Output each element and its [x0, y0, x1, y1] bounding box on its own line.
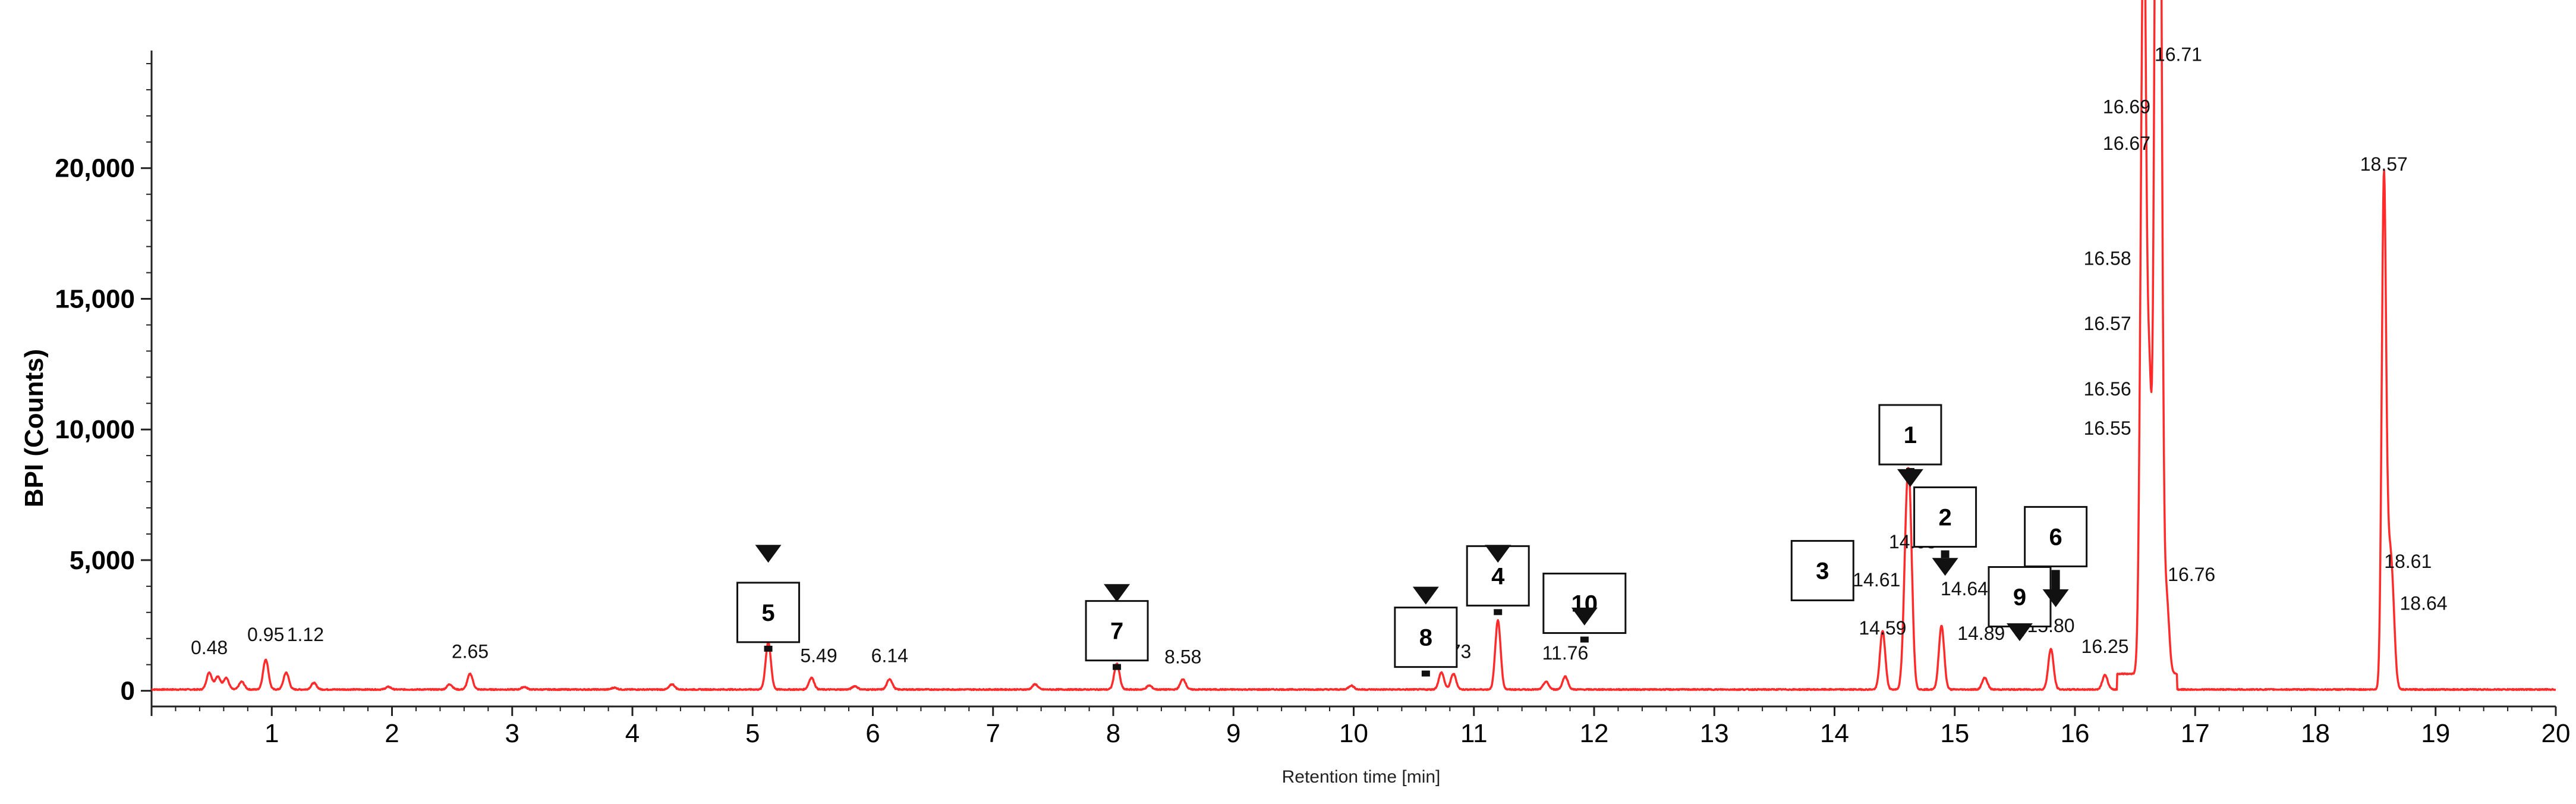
- marker-box: [1394, 607, 1458, 668]
- marker-number: 6: [2049, 524, 2062, 550]
- x-tick-label: 9: [1226, 719, 1240, 748]
- x-tick-label: 3: [505, 719, 519, 748]
- peak-label: 16.76: [2168, 564, 2215, 585]
- arrow-shaft: [2051, 570, 2060, 590]
- marker-number: 7: [1110, 618, 1123, 645]
- x-tick-label: 14: [1820, 719, 1849, 748]
- axes: [150, 51, 2556, 708]
- y-tick-label: 20,000: [55, 154, 135, 183]
- arrow-head: [2006, 623, 2033, 642]
- peak-label: 14.64: [1941, 578, 1988, 599]
- x-tick-label: 7: [986, 719, 1000, 748]
- peak-label: 16.58: [2084, 247, 2131, 269]
- marker-number: 9: [2013, 584, 2026, 610]
- peak-label: 16.57: [2084, 313, 2131, 334]
- peak-label: 16.56: [2084, 378, 2131, 400]
- x-axis-title: Retention time [min]: [1282, 767, 1441, 787]
- x-tick-label: 15: [1940, 719, 1969, 748]
- y-axis-title: BPI (Counts): [20, 349, 49, 507]
- peak-label: 6.14: [871, 645, 908, 666]
- trace: [151, 0, 2556, 692]
- arrow-head: [2042, 589, 2069, 608]
- peak-label: 16.69: [2103, 96, 2150, 117]
- x-tick-label: 11: [1460, 719, 1488, 748]
- peak-label: 5.49: [800, 645, 837, 666]
- marker-box: [736, 582, 801, 643]
- arrow-head: [1412, 586, 1439, 605]
- x-tick-label: 17: [2181, 719, 2210, 748]
- peak-label: 1.12: [287, 624, 324, 645]
- peak-label: 8.58: [1164, 646, 1201, 667]
- marker-box: [1913, 486, 1977, 548]
- peak-label: 11.76: [1542, 642, 1589, 664]
- series-line: [151, 0, 2556, 692]
- x-tick-label: 18: [2301, 719, 2330, 748]
- marker-number: 2: [1938, 504, 1951, 530]
- x-tick-label: 10: [1339, 719, 1368, 748]
- peak-labels: 0.480.951.122.655.135.496.148.038.5810.7…: [191, 44, 2448, 668]
- peak-label: 0.48: [191, 637, 228, 658]
- peak-label: 18.64: [2399, 592, 2447, 614]
- x-tick-label: 16: [2061, 719, 2090, 748]
- peak-label: 14.61: [1853, 569, 1900, 591]
- x-tick-label: 6: [865, 719, 880, 748]
- arrow-head: [1104, 584, 1130, 602]
- arrow-head: [1571, 607, 1598, 626]
- arrow-shaft: [1494, 609, 1503, 615]
- arrow-shaft: [1941, 550, 1950, 558]
- arrow-shaft: [1421, 670, 1430, 677]
- x-tick-label: 8: [1106, 719, 1120, 748]
- peak-label: 16.71: [2155, 44, 2202, 65]
- y-tick-label: 15,000: [55, 284, 135, 313]
- x-tick-label: 13: [1700, 719, 1729, 748]
- x-tick-label: 20: [2542, 719, 2571, 748]
- peak-label: 16.55: [2084, 417, 2131, 439]
- marker-box: [1790, 540, 1854, 602]
- arrow-head: [1485, 545, 1511, 563]
- peak-label: 16.67: [2103, 133, 2150, 154]
- arrow-shaft: [764, 645, 773, 652]
- arrow-head: [755, 545, 782, 563]
- x-tick-label: 2: [385, 719, 399, 748]
- x-tick-label: 4: [625, 719, 640, 748]
- arrow-shaft: [1580, 636, 1589, 643]
- arrow-shaft: [1113, 664, 1122, 670]
- marker-box: [1085, 600, 1149, 662]
- marker-number: 4: [1491, 563, 1505, 589]
- y-tick-label: 5,000: [70, 546, 135, 575]
- x-tick-label: 5: [745, 719, 760, 748]
- marker-number: 3: [1816, 558, 1829, 585]
- peak-label: 0.95: [247, 624, 284, 645]
- arrow-head: [1932, 558, 1958, 576]
- peak-label: 16.25: [2081, 636, 2129, 657]
- marker-box: [2024, 505, 2088, 567]
- x-tick-label: 19: [2421, 719, 2450, 748]
- marker-number: 1: [1904, 422, 1917, 448]
- peak-label: 18.61: [2384, 551, 2432, 572]
- peak-label: 2.65: [452, 641, 489, 662]
- y-tick-label: 0: [121, 677, 135, 706]
- marker-number: 8: [1419, 625, 1432, 651]
- marker-number: 5: [761, 600, 774, 626]
- peak-label: 18.57: [2360, 153, 2408, 175]
- arrow-head: [1897, 469, 1923, 487]
- peak-label: 14.59: [1859, 617, 1906, 639]
- y-tick-label: 10,000: [55, 415, 135, 444]
- marker-box: [1878, 404, 1942, 466]
- x-tick-label: 1: [264, 719, 279, 748]
- x-tick-label: 12: [1580, 719, 1609, 748]
